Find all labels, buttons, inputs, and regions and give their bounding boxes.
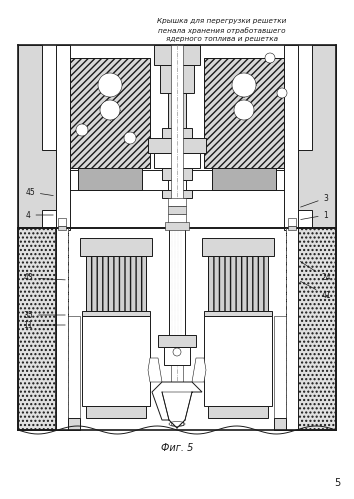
Text: Крышка для перегрузки решетки: Крышка для перегрузки решетки — [157, 18, 287, 24]
Bar — [286, 228, 298, 430]
Circle shape — [100, 100, 120, 120]
Bar — [212, 168, 276, 190]
Bar — [274, 418, 286, 430]
Circle shape — [173, 348, 181, 356]
Bar — [204, 316, 272, 406]
Polygon shape — [284, 45, 336, 228]
Bar — [86, 406, 146, 418]
Bar — [208, 256, 268, 311]
Bar — [288, 218, 296, 226]
Circle shape — [76, 124, 88, 136]
Text: ядерного топлива и решетка: ядерного топлива и решетка — [166, 36, 278, 42]
Text: пенала хранения отработавшего: пенала хранения отработавшего — [158, 27, 286, 34]
Bar — [168, 214, 186, 228]
Polygon shape — [152, 382, 202, 420]
Circle shape — [98, 73, 122, 97]
Circle shape — [232, 73, 256, 97]
Bar — [56, 45, 70, 230]
Bar — [80, 238, 152, 256]
Bar — [68, 418, 80, 430]
Text: 3: 3 — [301, 194, 329, 207]
Bar — [204, 311, 272, 316]
Bar — [202, 238, 274, 256]
Text: 1: 1 — [301, 211, 329, 220]
Bar — [148, 138, 206, 153]
Bar — [165, 222, 189, 230]
Bar — [212, 168, 276, 190]
Polygon shape — [192, 358, 206, 382]
Bar — [86, 256, 146, 311]
Polygon shape — [148, 358, 162, 382]
Bar — [298, 228, 336, 430]
Circle shape — [234, 100, 254, 120]
Text: Фиг. 5: Фиг. 5 — [161, 443, 193, 453]
Text: 24: 24 — [300, 261, 331, 282]
Bar — [204, 58, 284, 168]
Circle shape — [124, 132, 136, 144]
Bar — [82, 316, 150, 406]
Bar — [284, 45, 298, 230]
Bar — [70, 58, 150, 168]
Bar — [154, 45, 200, 65]
Bar — [168, 93, 186, 128]
Bar — [274, 316, 286, 422]
Bar — [78, 168, 142, 190]
Bar — [78, 168, 142, 190]
Circle shape — [277, 88, 287, 98]
Bar — [58, 226, 66, 230]
Polygon shape — [18, 45, 70, 228]
Text: 43: 43 — [23, 273, 65, 282]
Bar — [18, 228, 56, 430]
Bar — [204, 58, 284, 168]
Text: 11: 11 — [23, 320, 65, 329]
Bar — [162, 168, 192, 180]
Bar — [58, 218, 66, 226]
Bar — [288, 226, 296, 230]
Bar — [298, 228, 336, 430]
Bar — [158, 335, 196, 347]
Bar — [18, 228, 56, 430]
Bar — [160, 65, 194, 93]
Polygon shape — [162, 392, 192, 428]
Bar — [162, 382, 192, 392]
Bar — [169, 228, 185, 338]
Bar — [68, 316, 80, 422]
Bar — [56, 228, 68, 430]
Text: 4: 4 — [25, 211, 53, 220]
Bar — [162, 190, 192, 198]
Bar — [171, 45, 183, 425]
Bar — [168, 180, 186, 190]
Circle shape — [265, 53, 275, 63]
Bar — [168, 206, 186, 214]
Bar — [154, 153, 200, 168]
Bar — [168, 198, 186, 206]
Bar — [86, 256, 146, 311]
Bar — [164, 347, 190, 365]
Bar — [208, 256, 268, 311]
Bar — [70, 58, 150, 168]
Text: 41: 41 — [301, 281, 331, 299]
Text: 5: 5 — [334, 478, 340, 488]
Bar — [162, 128, 192, 138]
Bar — [208, 406, 268, 418]
Bar — [82, 311, 150, 316]
Text: 45: 45 — [25, 188, 53, 197]
Text: 35: 35 — [23, 310, 65, 319]
